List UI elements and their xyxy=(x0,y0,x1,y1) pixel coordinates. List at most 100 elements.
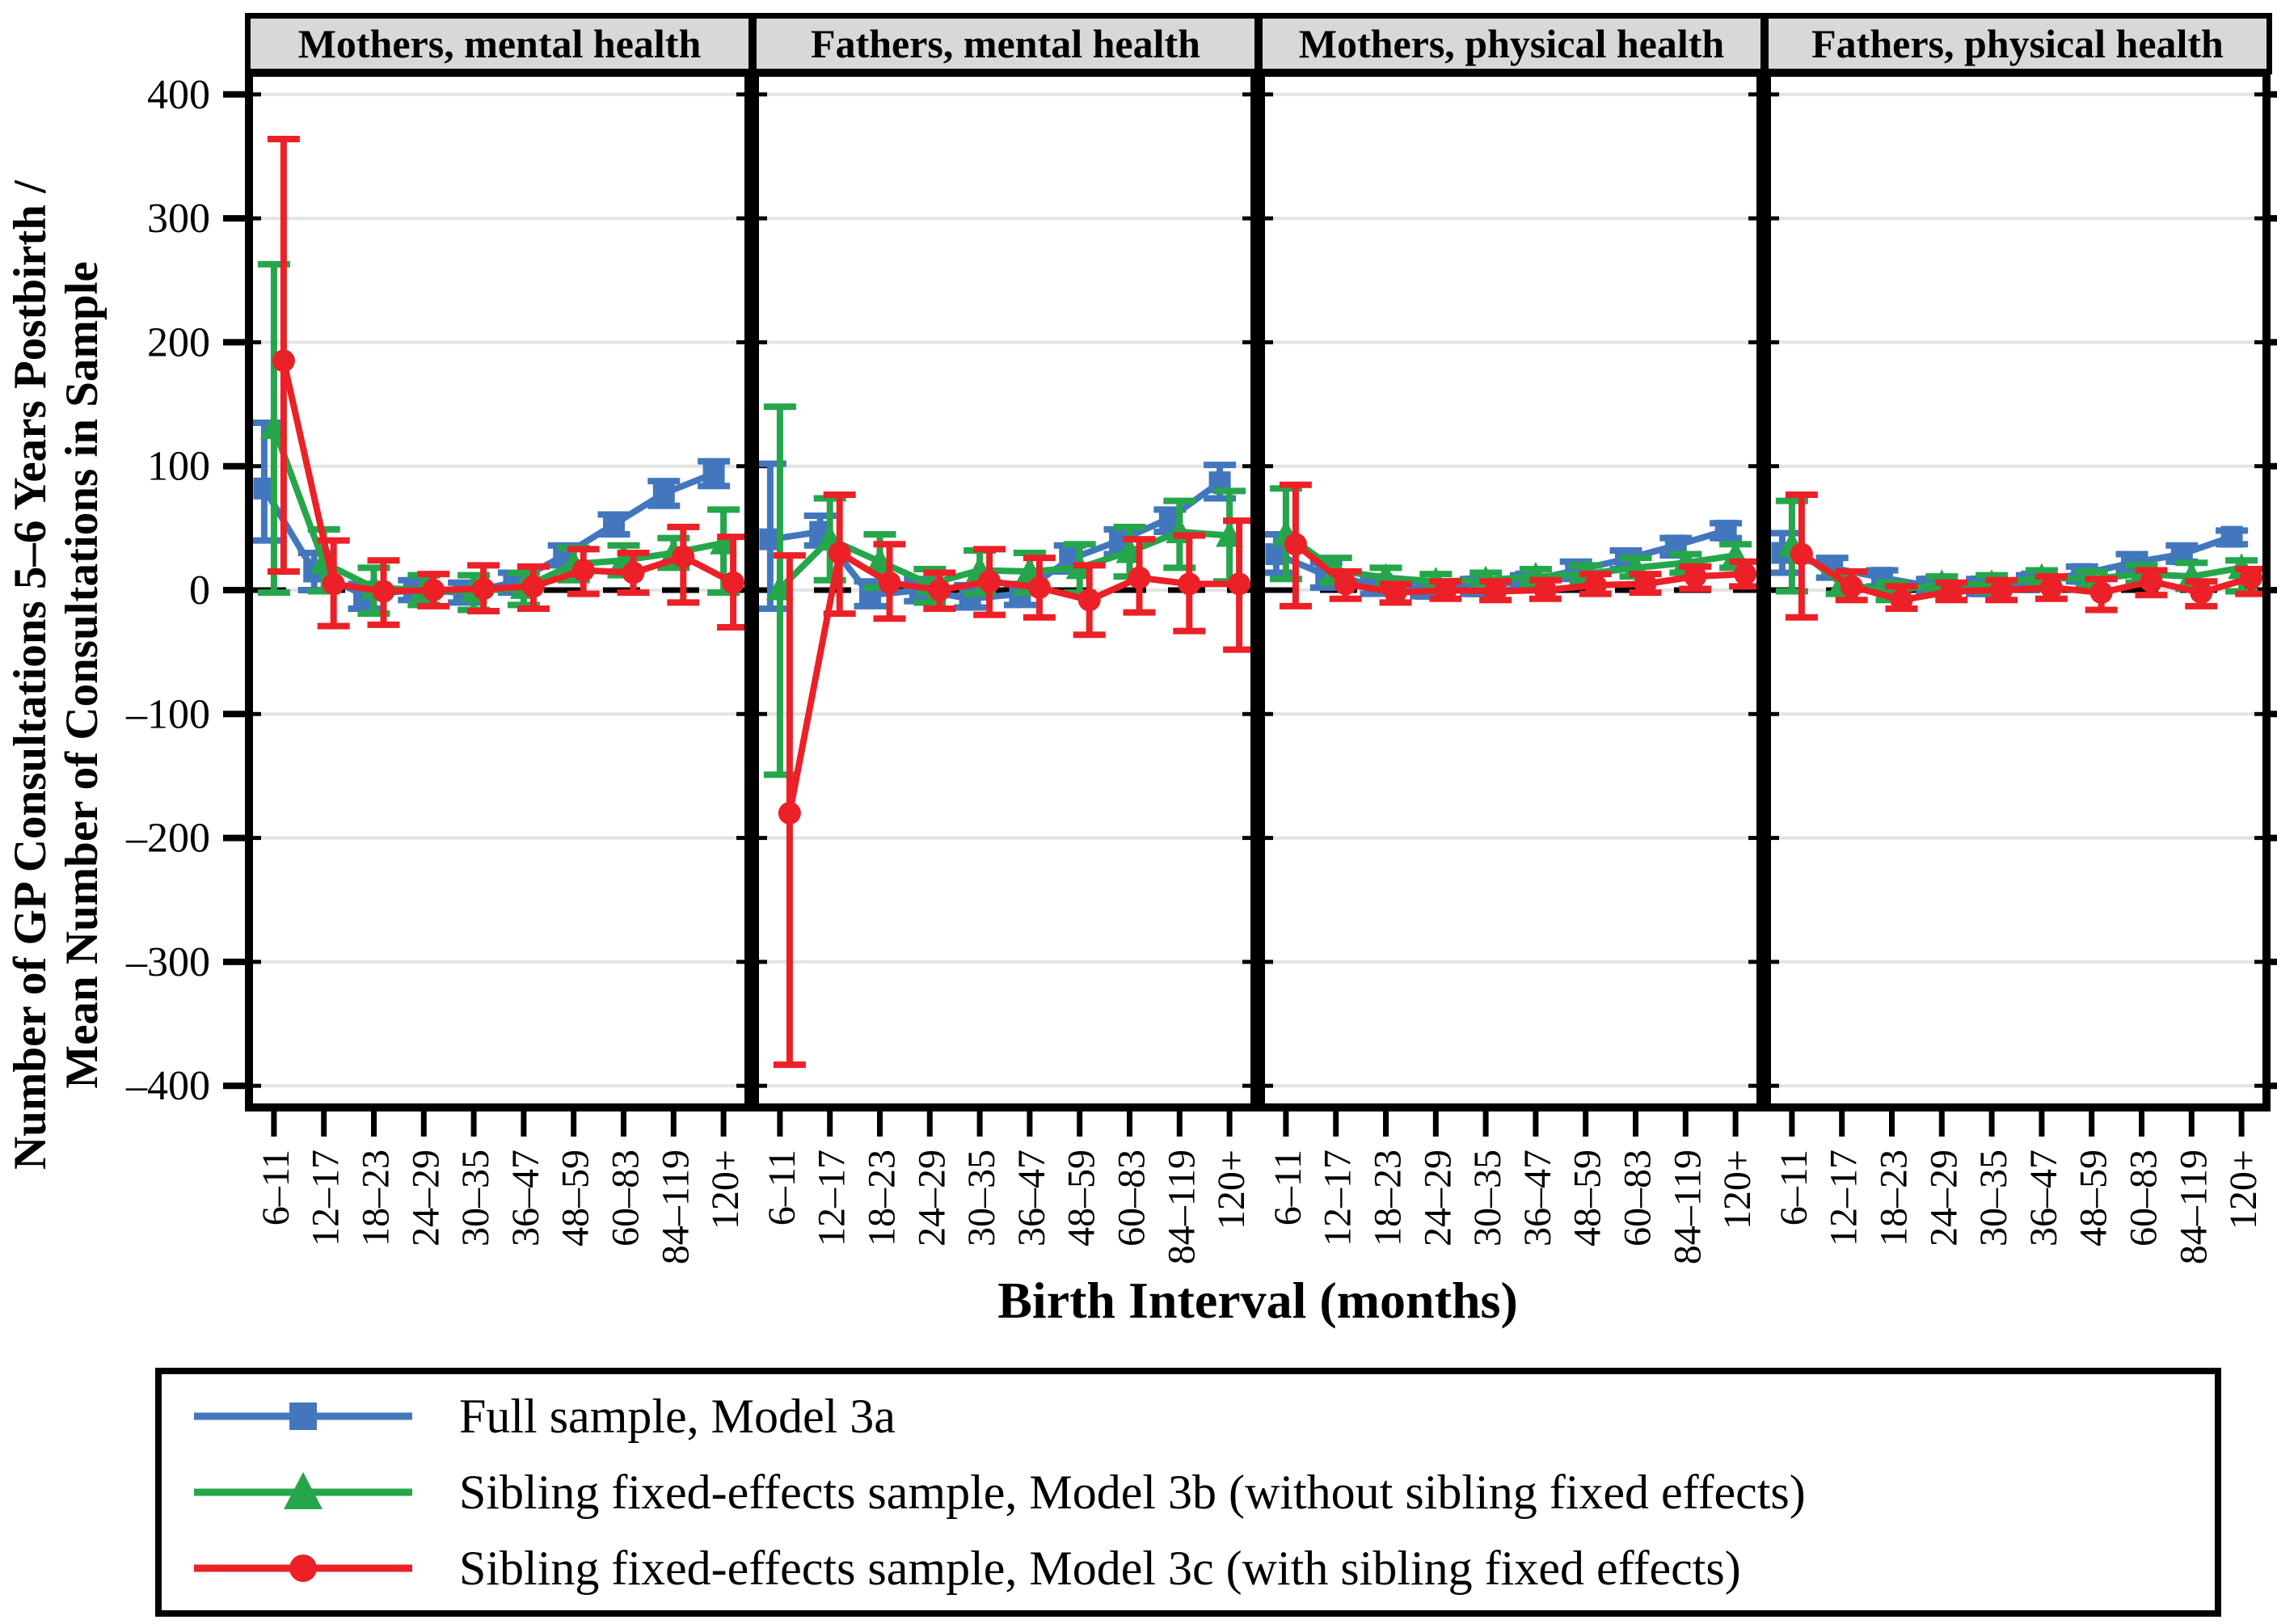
circle-marker xyxy=(1684,565,1707,588)
circle-marker xyxy=(828,542,851,565)
x-tick-label: 30–35 xyxy=(960,1149,1003,1246)
series-line xyxy=(1293,542,1746,597)
circle-marker xyxy=(1228,572,1251,596)
x-tick-label: 36–47 xyxy=(504,1149,547,1246)
circle-marker xyxy=(722,571,745,594)
circle-marker xyxy=(521,575,545,598)
x-tick-label: 18–23 xyxy=(1873,1149,1916,1246)
panel-fathers-mental-health: 6–11 12–17 18–23 24–29 30–35 36–47 48–59 60–83 8… xyxy=(751,69,1259,1264)
circle-marker xyxy=(1077,588,1101,612)
circle-marker xyxy=(778,801,801,825)
circle-marker xyxy=(1027,576,1051,599)
x-tick-label: 48–59 xyxy=(2072,1149,2115,1246)
y-tick-label: –100 xyxy=(125,691,210,737)
square-marker xyxy=(702,462,725,485)
x-tick-label: 18–23 xyxy=(355,1149,398,1246)
panel-header-mothers-mental-health: Mothers, mental health xyxy=(245,13,754,74)
series-model3c xyxy=(773,491,1256,1069)
legend-item-model3a: Full sample, Model 3a xyxy=(194,1378,2215,1454)
circle-marker xyxy=(322,572,345,596)
circle-marker xyxy=(1178,572,1201,596)
y-tick-label: –300 xyxy=(125,939,210,985)
x-tick-label: 60–83 xyxy=(605,1149,647,1246)
legend-label-model3c: Sibling fixed-effects sample, Model 3c (… xyxy=(459,1541,1741,1595)
circle-marker xyxy=(1334,572,1357,596)
x-tick-label: 6–11 xyxy=(761,1149,803,1225)
x-tick-label: 6–11 xyxy=(255,1149,297,1225)
legend-label-model3b: Sibling fixed-effects sample, Model 3b (… xyxy=(459,1465,1806,1519)
circle-marker xyxy=(372,580,395,603)
y-tick-label: –400 xyxy=(125,1063,210,1109)
circle-marker xyxy=(1284,533,1307,556)
x-tick-label: 36–47 xyxy=(1010,1149,1053,1246)
legend-line-circle-icon xyxy=(194,1554,412,1582)
circle-marker xyxy=(1384,581,1407,605)
circle-marker xyxy=(878,571,901,594)
series-model3c xyxy=(1279,481,1762,610)
circle-marker xyxy=(672,545,695,568)
circle-marker xyxy=(1790,542,1813,566)
y-tick-label: 300 xyxy=(147,196,210,242)
circle-marker xyxy=(422,579,445,601)
x-tick-label: 6–11 xyxy=(1773,1149,1815,1225)
legend-item-model3b: Sibling fixed-effects sample, Model 3b (… xyxy=(194,1454,2215,1530)
x-tick-label: 84–119 xyxy=(2172,1149,2215,1264)
panel-border xyxy=(751,69,1259,1111)
circle-marker xyxy=(1634,572,1657,596)
y-tick-label: 400 xyxy=(147,72,210,118)
circle-marker xyxy=(1840,575,1863,598)
y-tick-label: 100 xyxy=(147,444,210,490)
series-line xyxy=(280,360,735,595)
circle-marker xyxy=(472,577,495,601)
panel-mothers-physical-health: 6–11 12–17 18–23 24–29 30–35 36–47 48–59 60–83 8… xyxy=(1257,69,1765,1264)
x-tick-label: 60–83 xyxy=(1111,1149,1153,1246)
circle-marker xyxy=(1484,580,1507,603)
circle-marker xyxy=(272,349,295,373)
x-tick-label: 24–29 xyxy=(910,1149,953,1246)
square-marker xyxy=(603,513,625,536)
square-marker xyxy=(1714,519,1737,542)
y-tick-label: –200 xyxy=(125,816,210,862)
x-tick-label: 12–17 xyxy=(811,1149,854,1246)
circle-marker xyxy=(571,559,595,582)
x-tick-label: 18–23 xyxy=(861,1149,904,1246)
x-tick-label: 24–29 xyxy=(1922,1149,1965,1246)
panel-header-mothers-physical-health: Mothers, physical health xyxy=(1257,13,1766,74)
x-tick-label: 30–35 xyxy=(1972,1149,2015,1246)
x-tick-label: 24–29 xyxy=(404,1149,447,1246)
x-tick-label: 18–23 xyxy=(1367,1149,1410,1246)
circle-marker xyxy=(1128,566,1151,589)
x-axis-title: Birth Interval (months) xyxy=(997,1272,1518,1329)
x-tick-label: 84–119 xyxy=(654,1149,697,1264)
x-tick-label: 36–47 xyxy=(1516,1149,1559,1246)
x-tick-label: 36–47 xyxy=(2022,1149,2065,1246)
panel-border xyxy=(1257,69,1765,1111)
x-tick-label: 120+ xyxy=(1210,1149,1253,1230)
square-marker xyxy=(652,482,675,504)
circle-marker xyxy=(2140,570,2163,593)
x-tick-label: 120+ xyxy=(704,1149,747,1230)
panel-fathers-physical-health: 6–11 12–17 18–23 24–29 30–35 36–47 48–59 60–83 8… xyxy=(1763,69,2271,1264)
x-tick-label: 84–119 xyxy=(1160,1149,1203,1264)
series-model3c xyxy=(267,135,750,631)
x-tick-label: 30–35 xyxy=(1466,1149,1509,1246)
circle-marker xyxy=(1990,579,2013,601)
circle-marker xyxy=(1940,580,1963,603)
x-tick-label: 6–11 xyxy=(1267,1149,1309,1225)
circle-marker xyxy=(1890,588,1913,612)
legend-label-model3a: Full sample, Model 3a xyxy=(459,1389,896,1443)
circle-marker xyxy=(1734,563,1757,586)
circle-marker xyxy=(1583,573,1607,597)
x-tick-label: 12–17 xyxy=(305,1149,348,1246)
y-tick-label: 200 xyxy=(147,319,210,365)
circle-marker xyxy=(622,561,645,584)
legend: Full sample, Model 3a Sibling fixed-effe… xyxy=(155,1368,2221,1617)
circle-marker xyxy=(1434,579,1457,601)
circle-marker xyxy=(2089,581,2113,605)
x-tick-label: 120+ xyxy=(2222,1149,2265,1230)
series-line xyxy=(1799,551,2253,604)
circle-marker xyxy=(928,579,951,601)
x-tick-label: 30–35 xyxy=(454,1149,497,1246)
circle-marker xyxy=(2039,576,2063,599)
x-tick-label: 60–83 xyxy=(1617,1149,1659,1246)
